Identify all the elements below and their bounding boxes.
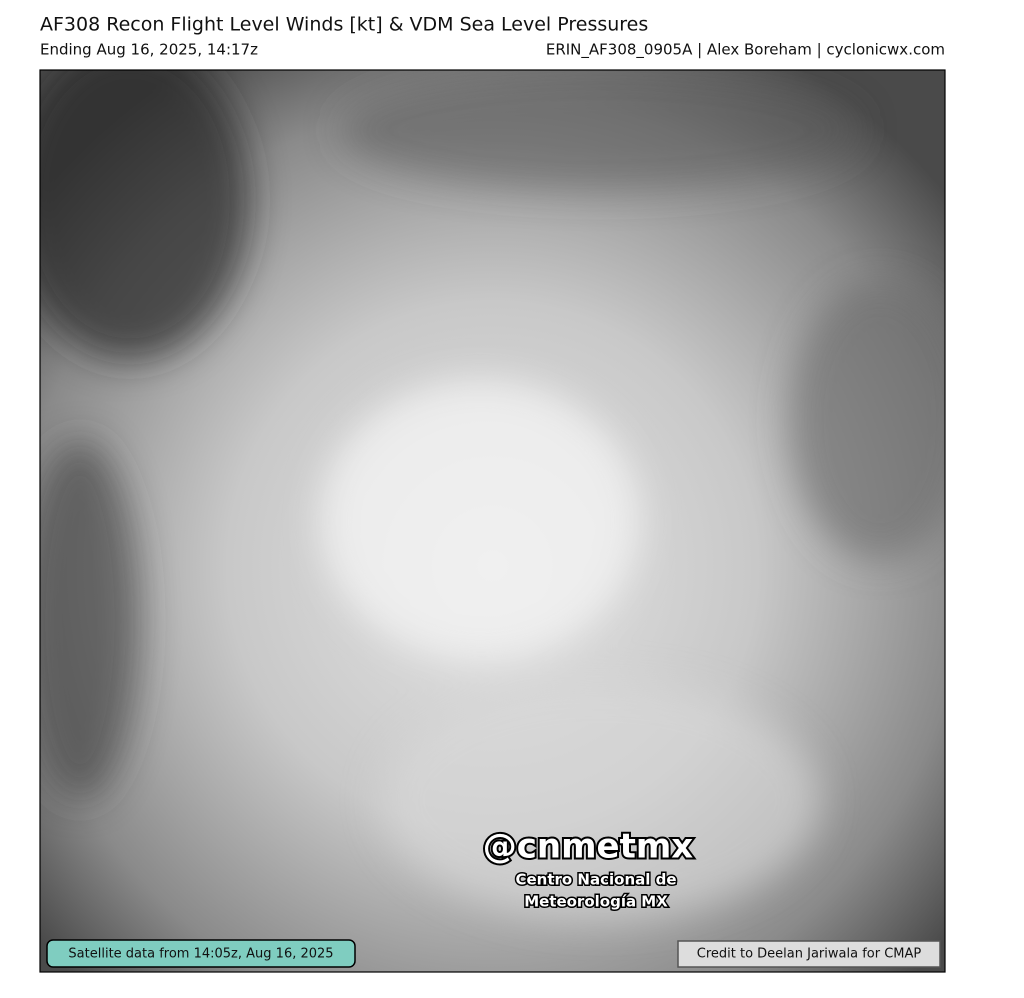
watermark-handle: @cnmetmx <box>483 827 694 867</box>
satellite-note-box <box>46 939 356 968</box>
subtitle-right: ERIN_AF308_0905A | Alex Boreham | cyclon… <box>546 41 945 60</box>
map-frame <box>39 69 946 973</box>
watermark: @cnmetmx Centro Nacional de Meteorología… <box>481 825 696 913</box>
cloud-texture <box>40 70 945 920</box>
subtitle-left: Ending Aug 16, 2025, 14:17z <box>40 41 258 59</box>
title: AF308 Recon Flight Level Winds [kt] & VD… <box>40 14 648 36</box>
credit-box <box>677 940 941 968</box>
credit: Credit to Deelan Jariwala for CMAP <box>697 947 922 962</box>
satellite-note: Satellite data from 14:05z, Aug 16, 2025 <box>68 947 333 962</box>
watermark-line: Meteorología MX <box>524 893 668 911</box>
watermark-line: Centro Nacional de <box>515 871 676 889</box>
map-area <box>40 70 945 972</box>
